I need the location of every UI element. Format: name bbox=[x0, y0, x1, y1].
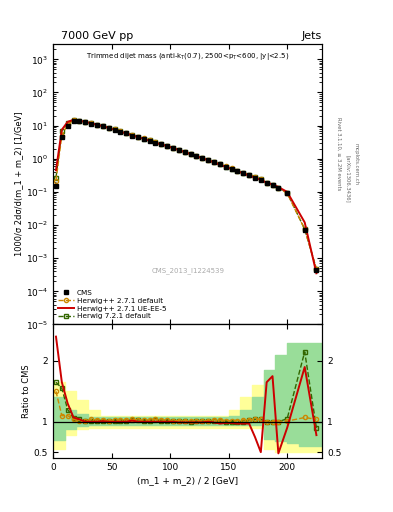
X-axis label: (m_1 + m_2) / 2 [GeV]: (m_1 + m_2) / 2 [GeV] bbox=[137, 476, 238, 485]
Text: Jets: Jets bbox=[302, 31, 322, 41]
Text: [arXiv:1306.3436]: [arXiv:1306.3436] bbox=[345, 155, 350, 203]
Text: CMS_2013_I1224539: CMS_2013_I1224539 bbox=[151, 268, 224, 274]
Y-axis label: Ratio to CMS: Ratio to CMS bbox=[22, 365, 31, 418]
Text: Rivet 3.1.10, ≥ 3.2M events: Rivet 3.1.10, ≥ 3.2M events bbox=[336, 117, 341, 190]
Text: 7000 GeV pp: 7000 GeV pp bbox=[61, 31, 133, 41]
Y-axis label: 1000/σ 2dσ/d(m_1 + m_2) [1/GeV]: 1000/σ 2dσ/d(m_1 + m_2) [1/GeV] bbox=[14, 112, 23, 257]
Text: Trimmed dijet mass (anti-k$_{\rm T}$(0.7), 2500<p$_{\rm T}$<600, |y|<2.5): Trimmed dijet mass (anti-k$_{\rm T}$(0.7… bbox=[86, 51, 289, 61]
Text: mcplots.cern.ch: mcplots.cern.ch bbox=[354, 143, 359, 185]
Legend: CMS, Herwig++ 2.7.1 default, Herwig++ 2.7.1 UE-EE-5, Herwig 7.2.1 default: CMS, Herwig++ 2.7.1 default, Herwig++ 2.… bbox=[57, 288, 168, 321]
